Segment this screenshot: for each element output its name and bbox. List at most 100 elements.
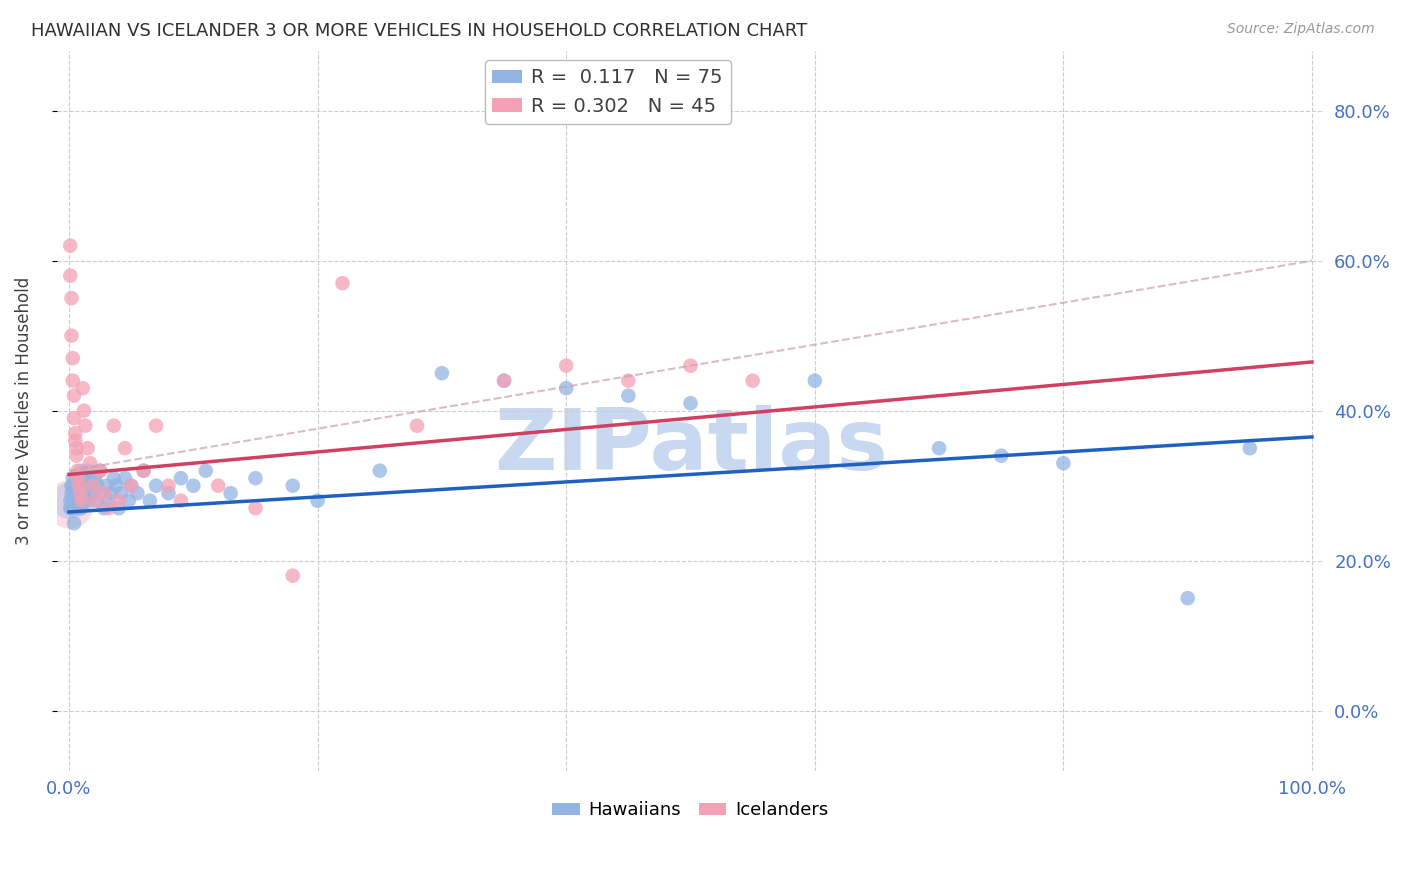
Point xyxy=(219,486,242,500)
Point xyxy=(70,486,93,500)
Point xyxy=(990,449,1012,463)
Point xyxy=(118,493,141,508)
Point xyxy=(145,418,167,433)
Point xyxy=(406,418,429,433)
Point xyxy=(67,486,90,500)
Point xyxy=(73,403,96,417)
Point xyxy=(103,471,125,485)
Point xyxy=(63,411,86,425)
Point xyxy=(804,374,827,388)
Point xyxy=(69,486,91,500)
Point xyxy=(66,471,89,485)
Point xyxy=(679,396,702,410)
Point xyxy=(157,478,180,492)
Point xyxy=(60,501,83,516)
Point xyxy=(145,478,167,492)
Point xyxy=(617,389,640,403)
Point xyxy=(60,486,83,500)
Point xyxy=(60,291,83,305)
Point xyxy=(75,478,97,492)
Point xyxy=(79,456,101,470)
Point xyxy=(928,441,950,455)
Y-axis label: 3 or more Vehicles in Household: 3 or more Vehicles in Household xyxy=(15,277,32,545)
Point xyxy=(157,486,180,500)
Point xyxy=(555,359,578,373)
Point xyxy=(127,486,149,500)
Text: Source: ZipAtlas.com: Source: ZipAtlas.com xyxy=(1227,22,1375,37)
Point xyxy=(70,464,93,478)
Point xyxy=(1239,441,1261,455)
Point xyxy=(245,501,267,516)
Point xyxy=(281,568,304,582)
Point xyxy=(114,471,136,485)
Point xyxy=(741,374,763,388)
Point xyxy=(86,478,108,492)
Point xyxy=(75,418,97,433)
Point xyxy=(183,478,205,492)
Point xyxy=(65,471,87,485)
Point xyxy=(307,493,329,508)
Point xyxy=(103,418,125,433)
Point xyxy=(194,464,217,478)
Point xyxy=(93,501,115,516)
Point xyxy=(67,478,90,492)
Point xyxy=(105,478,128,492)
Point xyxy=(1177,591,1199,606)
Point xyxy=(494,374,516,388)
Point xyxy=(66,493,89,508)
Point xyxy=(84,493,107,508)
Point xyxy=(63,486,86,500)
Point xyxy=(63,516,86,531)
Point xyxy=(132,464,155,478)
Point xyxy=(170,493,193,508)
Point xyxy=(110,486,132,500)
Point xyxy=(245,471,267,485)
Point xyxy=(66,464,89,478)
Text: ZIPatlas: ZIPatlas xyxy=(494,405,887,488)
Point xyxy=(65,449,87,463)
Point xyxy=(69,493,91,508)
Point xyxy=(170,471,193,485)
Text: HAWAIIAN VS ICELANDER 3 OR MORE VEHICLES IN HOUSEHOLD CORRELATION CHART: HAWAIIAN VS ICELANDER 3 OR MORE VEHICLES… xyxy=(31,22,807,40)
Point xyxy=(65,486,87,500)
Point xyxy=(72,478,94,492)
Point xyxy=(494,374,516,388)
Point xyxy=(69,478,91,492)
Point xyxy=(79,471,101,485)
Point xyxy=(132,464,155,478)
Point xyxy=(84,471,107,485)
Point xyxy=(555,381,578,395)
Point xyxy=(67,501,90,516)
Point xyxy=(63,389,86,403)
Point xyxy=(70,493,93,508)
Point xyxy=(59,268,82,283)
Point xyxy=(77,493,100,508)
Point xyxy=(120,478,142,492)
Point xyxy=(281,478,304,492)
Point xyxy=(80,478,103,492)
Point xyxy=(86,493,108,508)
Point xyxy=(62,493,84,508)
Point xyxy=(65,478,87,492)
Legend: Hawaiians, Icelanders: Hawaiians, Icelanders xyxy=(546,794,835,827)
Point xyxy=(67,471,90,485)
Point xyxy=(114,441,136,455)
Point xyxy=(97,501,120,516)
Point xyxy=(368,464,391,478)
Point xyxy=(107,493,129,508)
Point xyxy=(65,441,87,455)
Point xyxy=(73,471,96,485)
Point xyxy=(332,276,354,290)
Point xyxy=(120,478,142,492)
Point xyxy=(59,493,82,508)
Point xyxy=(62,351,84,366)
Point xyxy=(107,501,129,516)
Point xyxy=(93,486,115,500)
Point xyxy=(100,486,122,500)
Point xyxy=(75,486,97,500)
Point xyxy=(62,471,84,485)
Point xyxy=(679,359,702,373)
Point xyxy=(72,381,94,395)
Point xyxy=(59,498,82,512)
Point xyxy=(617,374,640,388)
